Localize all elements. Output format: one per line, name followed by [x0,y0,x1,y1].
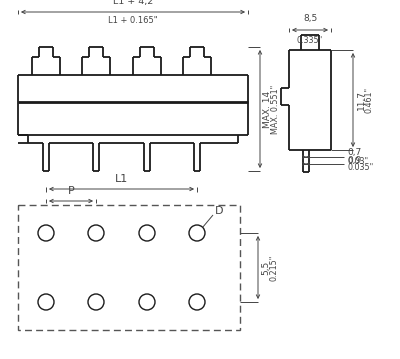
Text: 0,9: 0,9 [347,155,361,164]
Text: L1: L1 [115,174,128,184]
Text: 0.03": 0.03" [347,157,368,165]
Text: 0.461": 0.461" [364,87,374,113]
Text: 8,5: 8,5 [303,14,317,23]
Text: D: D [215,206,224,216]
Text: 0.335": 0.335" [297,36,323,45]
Text: P: P [68,186,74,196]
Text: 0.215": 0.215" [270,254,278,281]
Text: L1 + 0.165": L1 + 0.165" [108,16,158,25]
Text: L1 + 4,2: L1 + 4,2 [113,0,153,6]
Text: 0.035": 0.035" [347,163,373,173]
Bar [18,205,240,330]
Text: MAX. 0.551": MAX. 0.551" [272,84,280,134]
Text: 0,7: 0,7 [347,149,361,158]
Text: 5,5: 5,5 [262,260,270,275]
Text: 11,7: 11,7 [356,90,366,110]
Text: MAX. 14: MAX. 14 [264,90,272,127]
